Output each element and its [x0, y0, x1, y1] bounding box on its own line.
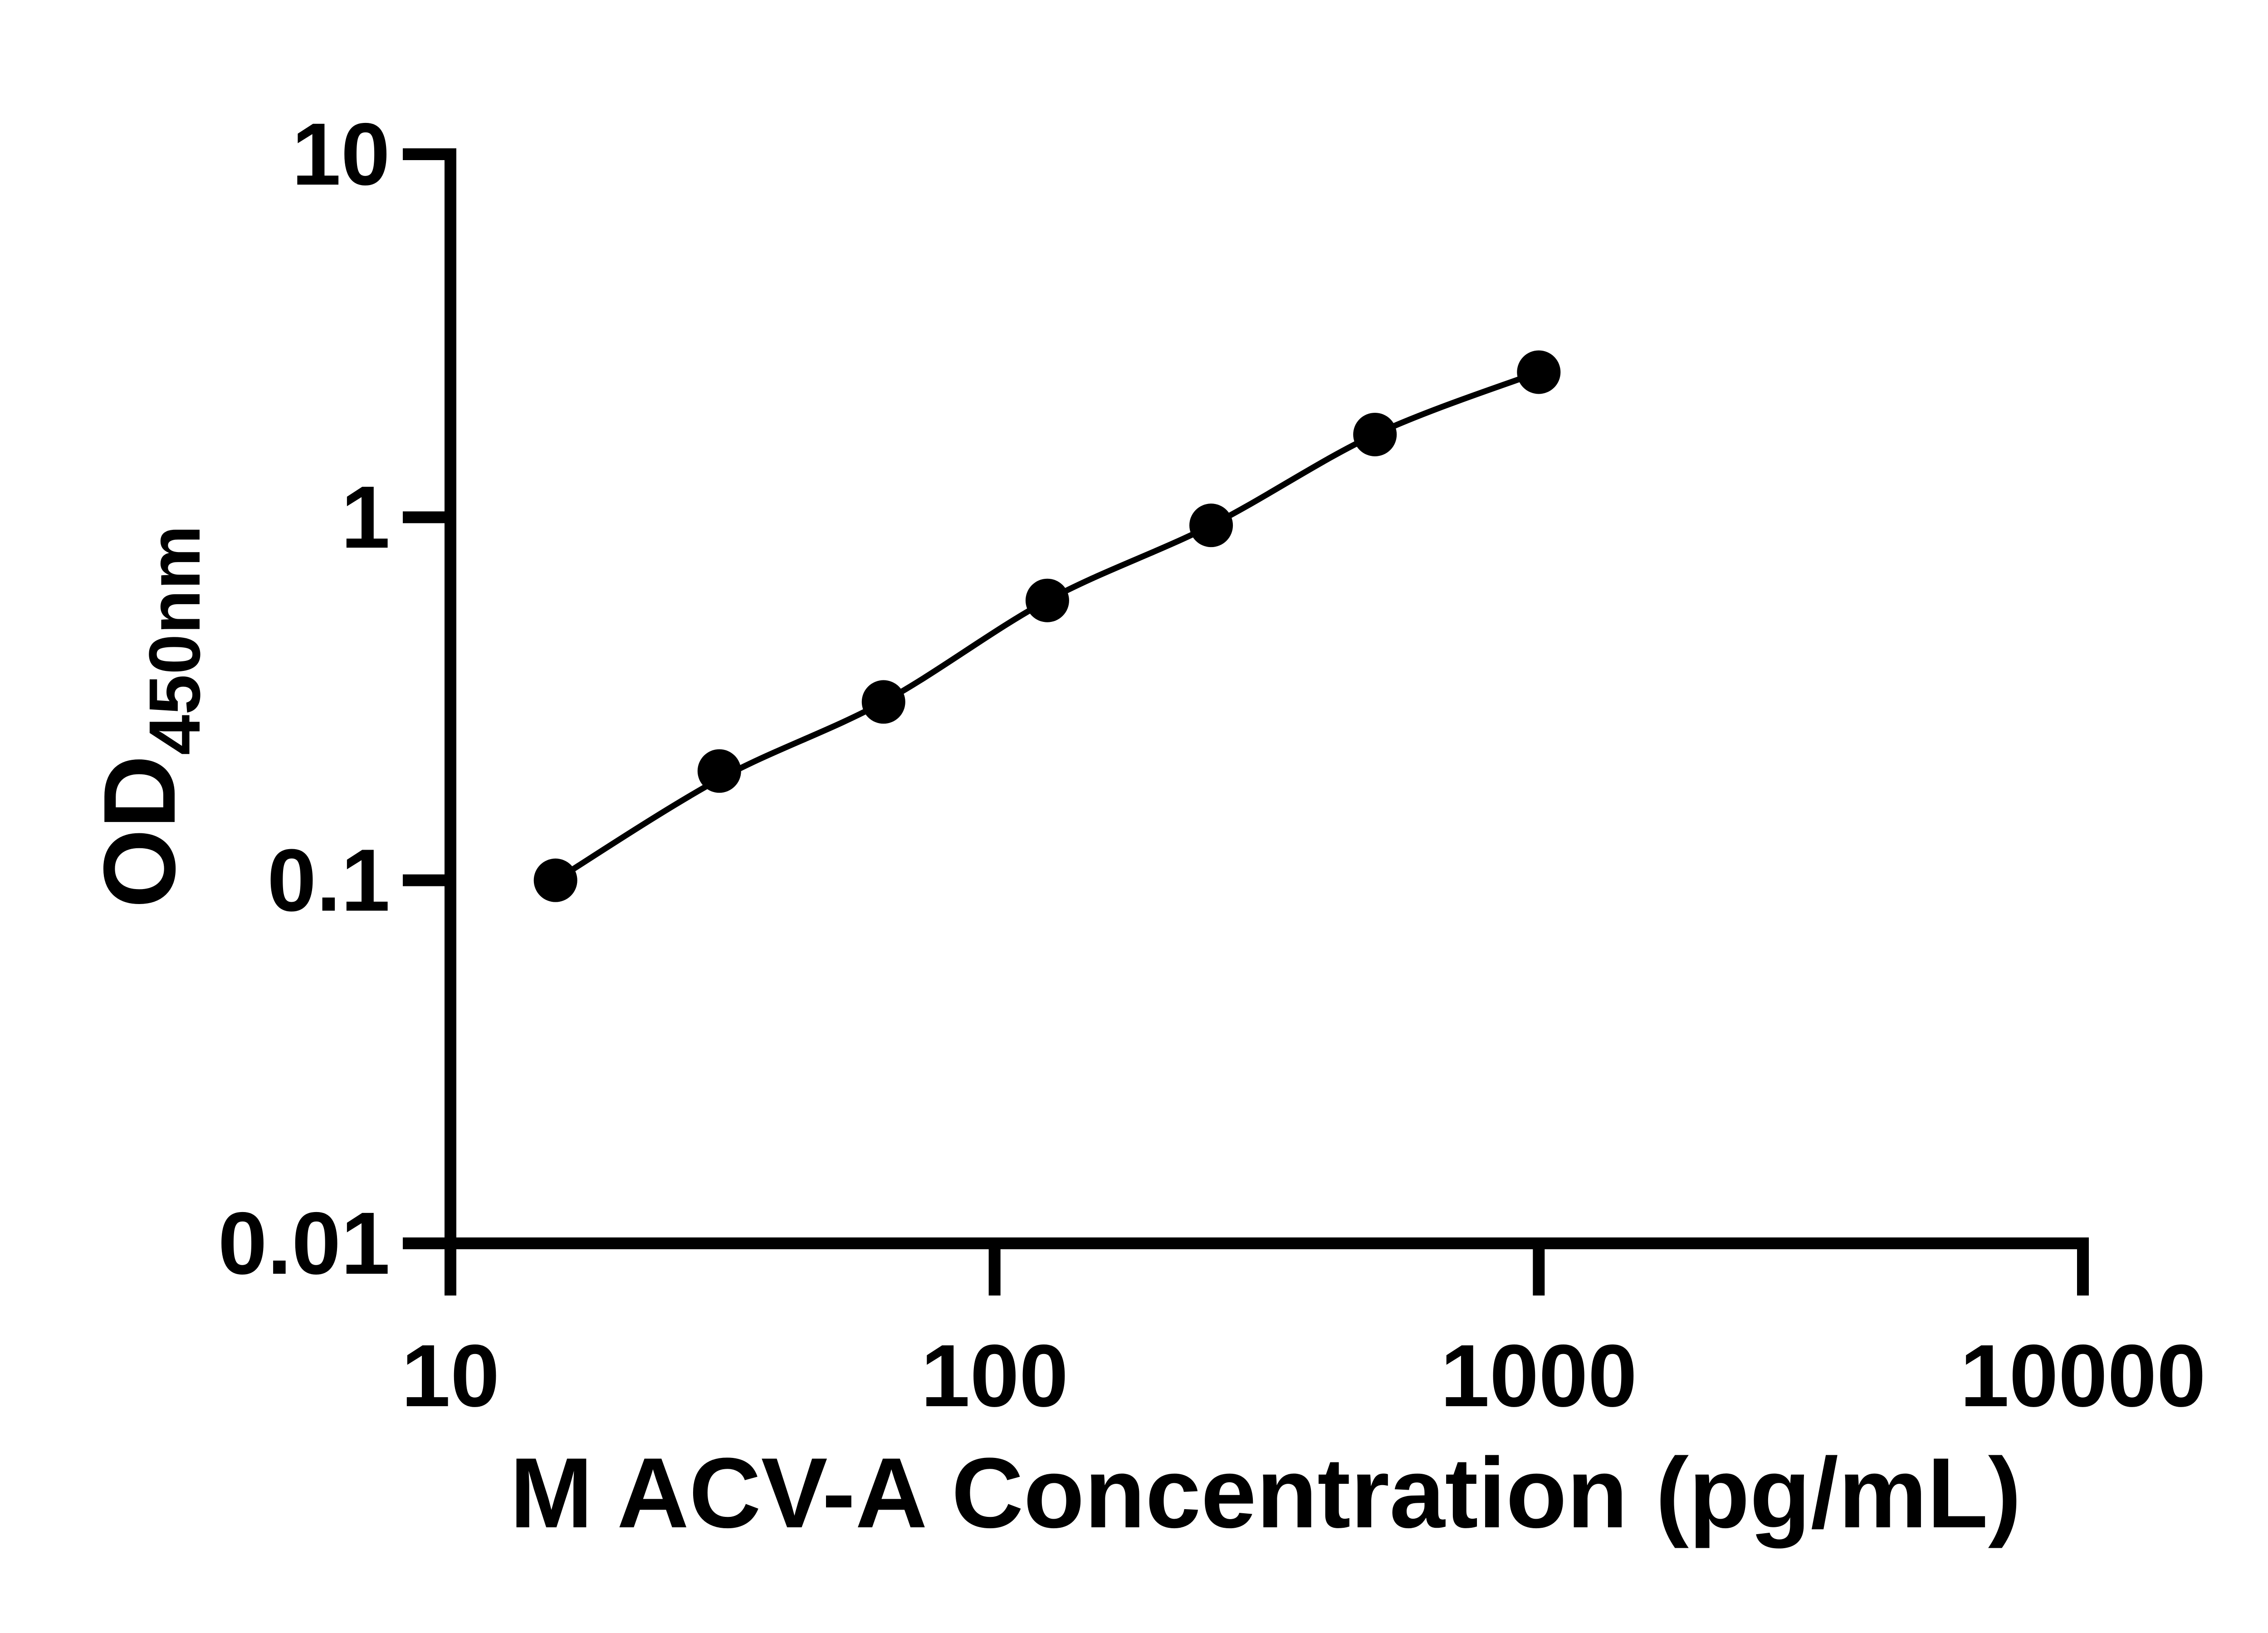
y-axis-title-subscript: 450nm — [134, 525, 215, 755]
data-point — [1353, 412, 1397, 456]
y-axis-title: OD450nm — [82, 525, 215, 908]
y-axis-title-main: OD — [82, 755, 196, 909]
x-tick-label: 10 — [401, 1326, 500, 1425]
x-tick-label: 1000 — [1440, 1326, 1637, 1425]
data-point — [697, 749, 741, 793]
x-tick-label: 100 — [921, 1326, 1068, 1425]
data-point — [1025, 578, 1069, 622]
y-tick-label: 0.01 — [218, 1194, 390, 1293]
data-point — [861, 680, 905, 724]
data-point — [1517, 350, 1561, 394]
data-point — [533, 858, 577, 902]
plot-layer — [533, 350, 1561, 902]
data-point — [1189, 504, 1233, 548]
x-tick-label: 10000 — [1960, 1326, 2206, 1425]
y-tick-label: 1 — [341, 468, 390, 567]
x-axis-title: M ACV-A Concentration (pg/mL) — [510, 1437, 2021, 1549]
y-tick-label: 10 — [292, 105, 390, 204]
y-tick-label: 0.1 — [267, 831, 390, 930]
